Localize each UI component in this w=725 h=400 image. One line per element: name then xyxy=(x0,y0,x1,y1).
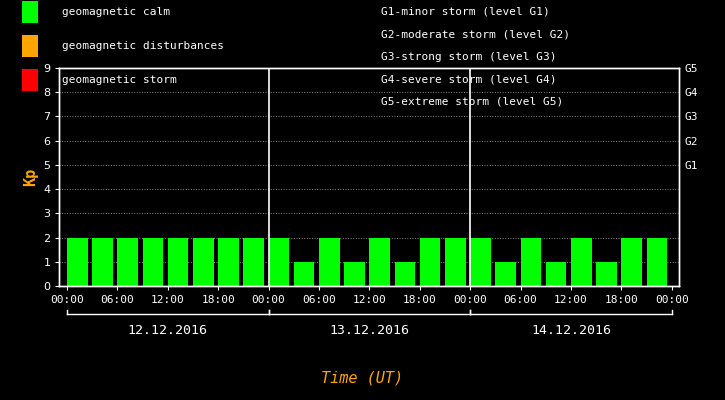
Bar xyxy=(495,262,516,286)
Text: geomagnetic disturbances: geomagnetic disturbances xyxy=(62,41,223,51)
Bar xyxy=(394,262,415,286)
Bar xyxy=(571,238,592,286)
Text: G2-moderate storm (level G2): G2-moderate storm (level G2) xyxy=(381,30,570,40)
Bar xyxy=(67,238,88,286)
Bar xyxy=(143,238,163,286)
Bar xyxy=(117,238,138,286)
Bar xyxy=(319,238,339,286)
Bar xyxy=(596,262,617,286)
Text: G3-strong storm (level G3): G3-strong storm (level G3) xyxy=(381,52,556,62)
Bar xyxy=(521,238,542,286)
Bar xyxy=(244,238,264,286)
Text: G1-minor storm (level G1): G1-minor storm (level G1) xyxy=(381,7,550,17)
Text: geomagnetic calm: geomagnetic calm xyxy=(62,7,170,17)
Bar xyxy=(369,238,390,286)
Bar xyxy=(344,262,365,286)
Bar xyxy=(621,238,642,286)
Text: G4-severe storm (level G4): G4-severe storm (level G4) xyxy=(381,74,556,84)
Bar xyxy=(420,238,441,286)
Bar xyxy=(193,238,214,286)
Text: 14.12.2016: 14.12.2016 xyxy=(531,324,611,336)
Bar xyxy=(167,238,188,286)
Bar xyxy=(218,238,239,286)
Bar xyxy=(294,262,315,286)
Text: 12.12.2016: 12.12.2016 xyxy=(128,324,208,336)
Bar xyxy=(268,238,289,286)
Bar xyxy=(471,238,491,286)
Text: 13.12.2016: 13.12.2016 xyxy=(329,324,410,336)
Text: G5-extreme storm (level G5): G5-extreme storm (level G5) xyxy=(381,97,563,107)
Bar xyxy=(546,262,566,286)
Bar xyxy=(445,238,465,286)
Bar xyxy=(647,238,667,286)
Y-axis label: Kp: Kp xyxy=(22,168,38,186)
Text: Time (UT): Time (UT) xyxy=(321,370,404,386)
Bar xyxy=(92,238,113,286)
Text: geomagnetic storm: geomagnetic storm xyxy=(62,75,176,85)
